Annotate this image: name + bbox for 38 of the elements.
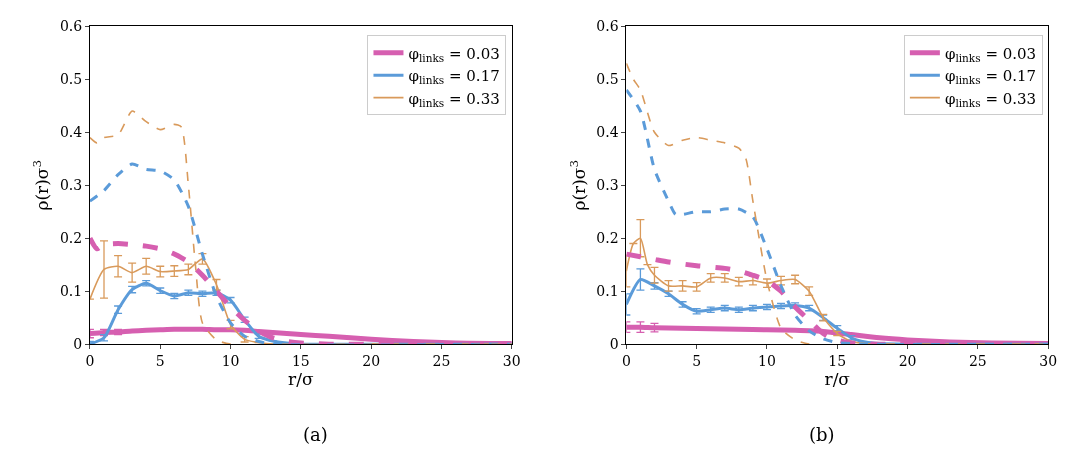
y-tick-label: 0.5 [59, 71, 83, 88]
legend-label: φ$_{links}$ = 0.17 [944, 67, 1037, 87]
x-tick-label: 20 [898, 352, 917, 369]
y-tick-label: 0.6 [596, 18, 619, 35]
y-tick-label: 0.1 [596, 283, 619, 300]
y-tick-label: 0.2 [59, 230, 83, 247]
x-tick-label: 5 [155, 352, 165, 369]
x-tick-label: 10 [758, 352, 776, 369]
x-tick-label: 0 [621, 352, 631, 369]
y-tick-label: 0 [73, 336, 83, 353]
y-tick-label: 0.3 [59, 177, 83, 194]
x-tick-label: 25 [968, 352, 987, 369]
x-tick-label: 30 [1039, 352, 1058, 369]
legend-label: φ$_{links}$ = 0.03 [944, 44, 1037, 64]
y-tick-label: 0.4 [596, 124, 619, 141]
legend-label: φ$_{links}$ = 0.33 [408, 89, 500, 109]
x-tick-label: 20 [362, 352, 381, 369]
legend-label: φ$_{links}$ = 0.17 [408, 67, 500, 87]
x-tick-label: 15 [828, 352, 847, 369]
x-tick-label: 25 [432, 352, 451, 369]
y-tick-label: 0.5 [596, 71, 619, 88]
y-tick-label: 0.1 [59, 283, 83, 300]
legend-label: φ$_{links}$ = 0.03 [408, 44, 500, 64]
x-tick-label: 0 [85, 352, 95, 369]
text: (b) [809, 424, 835, 445]
y-tick-label: 0.6 [59, 18, 83, 35]
legend-label: φ$_{links}$ = 0.33 [944, 89, 1037, 109]
y-tick-label: 0.4 [59, 124, 83, 141]
y-tick-label: 0.3 [596, 177, 619, 194]
y-tick-label: 0 [609, 336, 619, 353]
x-tick-label: 15 [291, 352, 310, 369]
x-tick-label: 5 [692, 352, 702, 369]
x-tick-label: 10 [221, 352, 240, 369]
text: (a) [303, 424, 328, 445]
x-tick-label: 30 [502, 352, 521, 369]
x-axis-title: r/σ [824, 368, 851, 389]
y-tick-label: 0.2 [596, 230, 619, 247]
x-axis-title: r/σ [288, 368, 314, 389]
